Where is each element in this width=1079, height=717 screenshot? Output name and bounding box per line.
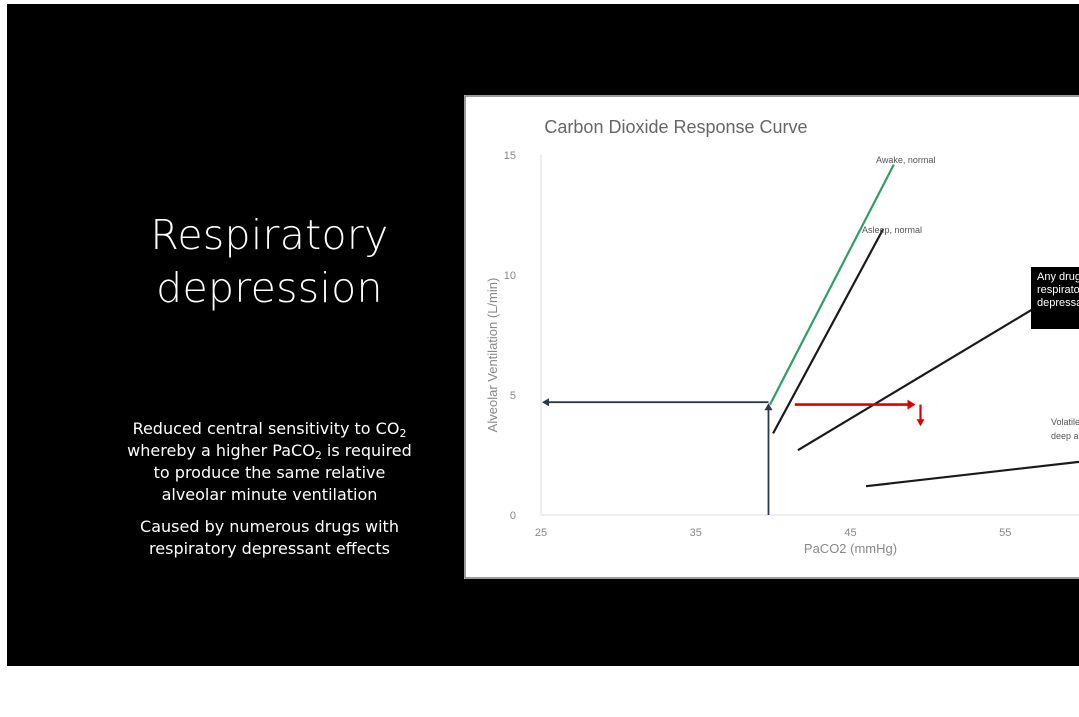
series-lines xyxy=(769,164,1079,488)
title-line-1: Respiratory xyxy=(150,211,389,259)
y-tick-label: 5 xyxy=(510,390,516,402)
x-tick-label: 25 xyxy=(535,527,547,539)
curve-label-awake: Awake, normal xyxy=(876,155,935,165)
series-line-3 xyxy=(797,305,1039,452)
red-arrowhead-down xyxy=(916,419,925,427)
body-p1-line4: alveolar minute ventilation xyxy=(161,485,378,504)
annotation-arrows xyxy=(542,398,925,515)
slide: Respiratory depression Reduced central s… xyxy=(7,4,1079,666)
guide-arrowhead-up xyxy=(764,403,773,411)
curve-label-asleep: Asleep, normal xyxy=(862,225,922,235)
y-tick-label: 10 xyxy=(504,270,516,282)
x-tick-label: 55 xyxy=(999,527,1011,539)
slide-body: Reduced central sensitivity to CO2 where… xyxy=(77,418,462,570)
y-tick-label: 15 xyxy=(504,150,516,162)
chart-panel: Carbon Dioxide Response Curve Alveolar V… xyxy=(464,95,1079,579)
guide-arrowhead-left xyxy=(542,398,549,407)
red-arrowhead-right xyxy=(907,399,916,410)
body-p1-line1: Reduced central sensitivity to CO2 xyxy=(132,419,407,440)
callout-line-2: respirato xyxy=(1037,284,1079,296)
callout-line-3: depressa xyxy=(1037,297,1079,309)
series-line-2 xyxy=(772,228,884,434)
y-axis-label: Alveolar Ventilation (L/min) xyxy=(485,278,500,433)
x-tick-labels: 25 35 45 55 xyxy=(535,527,1012,539)
drug-callout-box: Any drug respirato depressa xyxy=(1031,267,1079,329)
callout-line-1: Any drug xyxy=(1037,271,1079,283)
title-line-2: depression xyxy=(156,264,383,312)
chart-title: Carbon Dioxide Response Curve xyxy=(544,117,807,137)
body-p1-line3: to produce the same relative xyxy=(153,463,386,482)
series-line-4 xyxy=(865,460,1079,488)
y-tick-labels: 0 5 10 15 xyxy=(504,150,516,522)
curve-labels: Awake, normal Asleep, normal Volatile de… xyxy=(862,155,1079,441)
series-line-1 xyxy=(769,164,895,406)
curve-label-deep: deep a xyxy=(1051,431,1079,441)
body-paragraph-2: Caused by numerous drugs with respirator… xyxy=(77,516,462,560)
co2-response-chart: Carbon Dioxide Response Curve Alveolar V… xyxy=(464,95,1079,579)
body-paragraph-1: Reduced central sensitivity to CO2 where… xyxy=(77,418,462,506)
body-p2-line1: Caused by numerous drugs with xyxy=(140,517,399,536)
body-p2-line2: respiratory depressant effects xyxy=(149,539,390,558)
x-tick-label: 35 xyxy=(690,527,702,539)
x-axis-label: PaCO2 (mmHg) xyxy=(804,541,897,556)
slide-title: Respiratory depression xyxy=(77,209,462,315)
x-tick-label: 45 xyxy=(844,527,856,539)
curve-label-volatile: Volatile xyxy=(1051,417,1079,427)
body-p1-line2: whereby a higher PaCO2 is required xyxy=(127,441,412,462)
y-tick-label: 0 xyxy=(510,510,516,522)
